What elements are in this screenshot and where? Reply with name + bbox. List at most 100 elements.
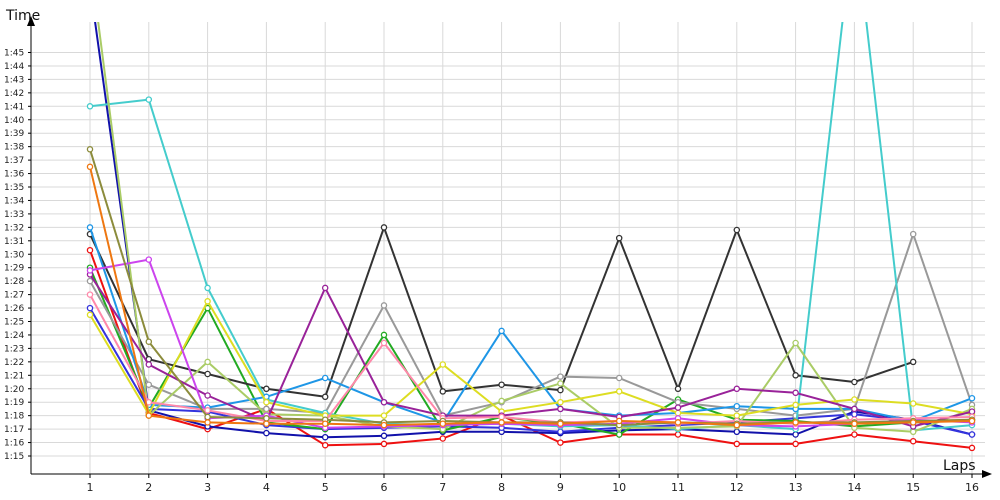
data-point: [909, 419, 917, 426]
y-tick-label: 1:31: [4, 237, 24, 247]
y-tick-label: 1:36: [4, 170, 24, 180]
y-tick-label: 1:24: [4, 331, 24, 341]
data-point: [733, 412, 741, 419]
data-point: [380, 302, 388, 309]
data-point: [968, 394, 976, 402]
data-point: [498, 381, 505, 388]
data-point: [86, 246, 94, 254]
data-point: [321, 420, 329, 427]
data-point: [204, 284, 211, 292]
data-point: [733, 421, 741, 429]
series-line: [89, 300, 973, 417]
y-tick-label: 1:30: [4, 250, 24, 260]
data-point: [851, 431, 858, 438]
x-tick-label: 9: [557, 481, 564, 494]
data-point: [792, 419, 799, 426]
data-point: [792, 389, 799, 397]
data-point: [204, 407, 211, 414]
y-tick-label: 1:20: [4, 385, 24, 395]
y-tick-label: 1:28: [4, 277, 24, 287]
data-point: [851, 396, 858, 403]
x-tick-label: 5: [322, 481, 329, 494]
y-tick-label: 1:29: [4, 264, 24, 274]
data-point: [145, 361, 153, 368]
x-axis-title: Laps: [943, 458, 976, 474]
data-point: [439, 361, 447, 368]
data-point: [909, 437, 917, 445]
data-point: [86, 224, 94, 231]
data-point: [851, 405, 858, 413]
y-tick-label: 1:34: [4, 196, 24, 206]
data-point: [439, 420, 447, 427]
data-point: [263, 385, 270, 393]
data-point: [321, 374, 329, 382]
y-tick-label: 1:32: [4, 223, 24, 233]
data-point: [145, 256, 153, 263]
series-line: [97, 22, 973, 433]
data-point: [557, 386, 564, 394]
y-tick-label: 1:19: [4, 398, 24, 408]
data-point: [792, 440, 799, 448]
y-tick-label: 1:33: [4, 210, 24, 220]
data-point: [86, 291, 94, 298]
series-line: [89, 227, 973, 424]
series-7: [86, 22, 976, 434]
data-point: [321, 284, 329, 292]
data-point: [909, 428, 917, 436]
y-tick-label: 1:15: [4, 452, 24, 462]
data-point: [615, 388, 623, 395]
data-point: [615, 431, 623, 438]
data-point: [145, 96, 153, 103]
y-tick-labels: 1:15 1:16 1:17 1:18 1:19 1:20 1:21 1:22 1:23 1:24…: [4, 49, 31, 462]
data-point: [321, 433, 329, 441]
data-point: [380, 339, 388, 347]
data-point: [145, 338, 153, 345]
y-tick-label: 1:35: [4, 183, 24, 193]
data-point: [557, 398, 564, 406]
data-point: [557, 380, 564, 387]
data-point: [321, 441, 329, 449]
data-point: [968, 444, 976, 452]
x-tick-label: 4: [263, 481, 270, 494]
data-point: [263, 415, 270, 422]
data-point: [86, 103, 94, 110]
data-point: [86, 277, 94, 285]
data-point: [380, 224, 388, 231]
x-tick-label: 8: [498, 481, 505, 494]
data-point: [851, 420, 858, 427]
series-15: [86, 163, 976, 429]
data-point: [615, 234, 623, 242]
data-point: [615, 417, 623, 425]
data-point: [674, 431, 682, 438]
y-tick-label: 1:26: [4, 304, 24, 314]
data-point: [557, 439, 564, 446]
data-point: [498, 419, 505, 426]
x-tick-label: 15: [906, 481, 920, 494]
data-point: [615, 374, 623, 382]
y-tick-label: 1:38: [4, 143, 24, 153]
data-point: [204, 298, 211, 305]
axes: Time Laps: [5, 8, 992, 478]
y-tick-label: 1:25: [4, 318, 24, 328]
y-axis-title: Time: [5, 8, 40, 24]
plot-area: [86, 22, 976, 452]
x-tick-label: 11: [671, 481, 685, 494]
data-point: [557, 373, 564, 380]
data-point: [380, 421, 388, 429]
data-point: [968, 431, 976, 438]
y-tick-label: 1:43: [4, 75, 24, 85]
data-point: [557, 428, 564, 436]
data-point: [263, 420, 270, 427]
data-point: [498, 413, 505, 421]
data-point: [86, 311, 94, 319]
data-point: [557, 405, 564, 413]
series-line: [89, 22, 973, 432]
data-point: [204, 358, 211, 366]
data-point: [86, 146, 94, 153]
data-point: [851, 411, 858, 418]
x-tick-label: 6: [381, 481, 388, 494]
data-point: [968, 408, 976, 415]
x-tick-label: 2: [145, 481, 152, 494]
y-tick-label: 1:18: [4, 412, 24, 422]
